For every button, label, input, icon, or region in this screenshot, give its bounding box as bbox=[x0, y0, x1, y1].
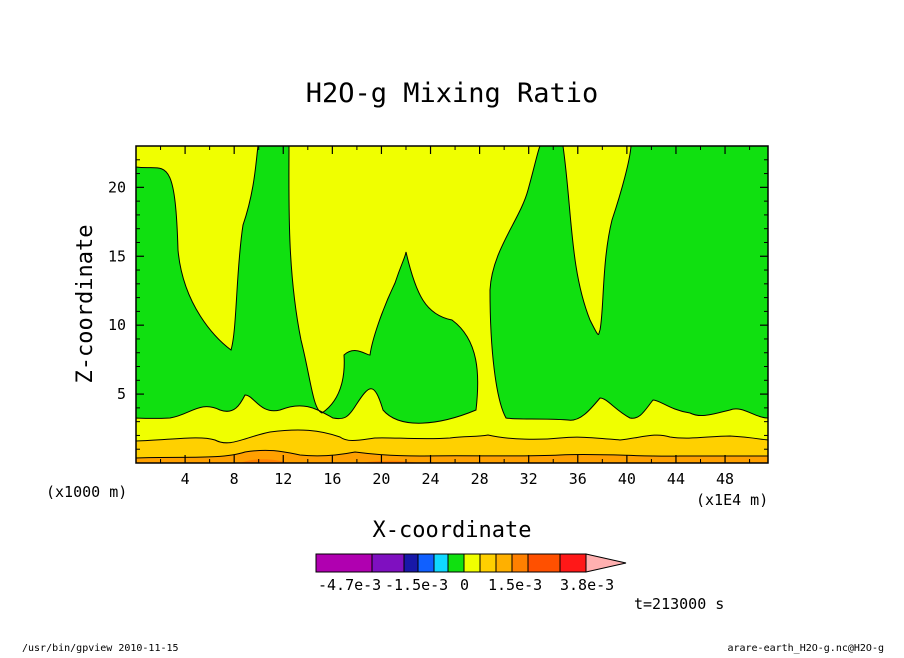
contour-yellow-region-center bbox=[136, 146, 768, 463]
x-tick-label: 48 bbox=[716, 470, 734, 488]
colorbar-segment bbox=[447, 553, 465, 573]
colorbar-segment bbox=[479, 553, 497, 573]
colorbar-segment bbox=[511, 553, 529, 573]
colorbar-segment bbox=[559, 553, 587, 573]
plot-frame bbox=[135, 145, 769, 464]
y-axis: 5 10 15 20 bbox=[108, 159, 768, 450]
colorbar-label: 1.5e-3 bbox=[488, 576, 542, 594]
contour-yellow-region-left bbox=[136, 146, 259, 351]
contour-deep-orange-band bbox=[240, 459, 420, 463]
colorbar-segment bbox=[371, 553, 405, 573]
x-tick-label: 4 bbox=[181, 470, 190, 488]
x-axis-label: X-coordinate bbox=[373, 518, 532, 543]
y-tick-label: 5 bbox=[117, 385, 126, 403]
plot-area bbox=[136, 146, 768, 463]
colorbar-segment bbox=[527, 553, 561, 573]
colorbar-end-triangle bbox=[585, 553, 627, 573]
x-tick-label: 8 bbox=[230, 470, 239, 488]
colorbar-label: -4.7e-3 bbox=[318, 576, 381, 594]
colorbar-segment bbox=[315, 553, 373, 573]
x-axis: 4 8 12 16 20 24 28 32 36 40 44 48 bbox=[160, 146, 751, 488]
y-tick-label: 10 bbox=[108, 316, 126, 334]
colorbar-segment bbox=[433, 553, 449, 573]
x-tick-label: 44 bbox=[667, 470, 685, 488]
colorbar-segment bbox=[495, 553, 513, 573]
x-tick-label: 36 bbox=[569, 470, 587, 488]
y-tick-label: 20 bbox=[108, 178, 126, 196]
x-tick-label: 32 bbox=[520, 470, 538, 488]
colorbar bbox=[315, 553, 627, 573]
colorbar-label: -1.5e-3 bbox=[385, 576, 448, 594]
contour-yellow-region-right bbox=[562, 146, 632, 335]
colorbar-label: 0 bbox=[460, 576, 469, 594]
x-tick-label: 12 bbox=[274, 470, 292, 488]
chart-title: H2O-g Mixing Ratio bbox=[306, 78, 599, 109]
x-tick-label: 40 bbox=[618, 470, 636, 488]
colorbar-label: 3.8e-3 bbox=[560, 576, 614, 594]
x-unit-right: (x1E4 m) bbox=[696, 491, 768, 509]
x-unit-left: (x1000 m) bbox=[46, 483, 127, 501]
x-tick-label: 20 bbox=[372, 470, 390, 488]
contour-orange-band bbox=[136, 449, 768, 463]
colorbar-segment bbox=[463, 553, 481, 573]
footer-right: arare-earth_H2O-g.nc@H2O-g bbox=[727, 643, 884, 654]
footer-left: /usr/bin/gpview 2010-11-15 bbox=[22, 643, 179, 654]
colorbar-labels: -4.7e-3 -1.5e-3 0 1.5e-3 3.8e-3 bbox=[318, 576, 614, 594]
y-tick-label: 15 bbox=[108, 247, 126, 265]
x-tick-label: 28 bbox=[471, 470, 489, 488]
x-tick-label: 16 bbox=[323, 470, 341, 488]
time-label: t=213000 s bbox=[634, 595, 724, 613]
y-axis-label: Z-coordinate bbox=[73, 225, 98, 384]
colorbar-segment bbox=[403, 553, 419, 573]
colorbar-segment bbox=[417, 553, 435, 573]
x-tick-label: 24 bbox=[421, 470, 439, 488]
